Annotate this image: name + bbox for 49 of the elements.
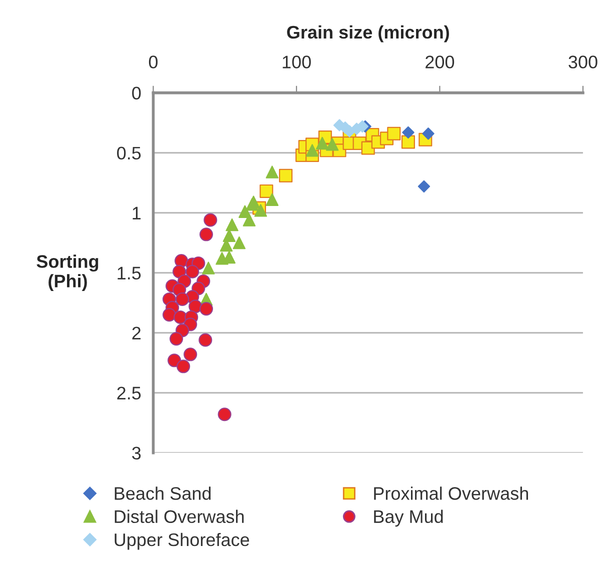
y-axis-title: Sorting (Phi) [36, 254, 98, 291]
point [222, 229, 236, 242]
point [176, 360, 190, 374]
point [266, 193, 279, 206]
point [226, 218, 238, 232]
point [232, 236, 246, 250]
point [254, 204, 268, 217]
point [204, 213, 218, 227]
y-tick-label: 0.5 [117, 146, 141, 160]
point [316, 136, 329, 150]
x-tick-label: 0 [148, 56, 158, 68]
legend-label: Upper Shoreface [114, 532, 250, 550]
point [184, 348, 198, 362]
point [306, 144, 319, 157]
y-tick-label: 0 [132, 86, 141, 100]
point [260, 184, 274, 198]
point [278, 168, 293, 182]
point [422, 128, 434, 140]
point [246, 198, 258, 211]
point [176, 292, 190, 306]
point [170, 332, 184, 346]
legend-label: Proximal Overwash [374, 486, 528, 500]
legend-label: Bay Mud [374, 510, 443, 527]
y-tick-label: 2.5 [117, 386, 141, 400]
x-tick-label: 200 [426, 56, 454, 68]
x-tick-label: 300 [568, 56, 598, 68]
x-tick-label: 100 [282, 56, 311, 68]
point [266, 166, 279, 178]
x-axis-title: Grain size (micron) [287, 25, 449, 42]
point [199, 302, 214, 316]
point [242, 214, 256, 226]
point [186, 264, 200, 278]
point [202, 262, 215, 274]
y-tick-label: 1 [132, 206, 141, 220]
point [199, 228, 214, 242]
point [162, 308, 176, 322]
point [402, 126, 414, 139]
point [326, 138, 339, 151]
point [218, 408, 232, 422]
legend-label: Beach Sand [114, 486, 211, 500]
point [401, 135, 415, 149]
y-tick-label: 3 [132, 446, 141, 460]
legend-label: Distal Overwash [114, 510, 244, 524]
point [198, 333, 212, 347]
point [168, 354, 182, 368]
y-tick-label: 2 [132, 326, 141, 340]
point [387, 126, 401, 140]
y-tick-label: 1.5 [118, 266, 141, 280]
point [418, 180, 430, 193]
